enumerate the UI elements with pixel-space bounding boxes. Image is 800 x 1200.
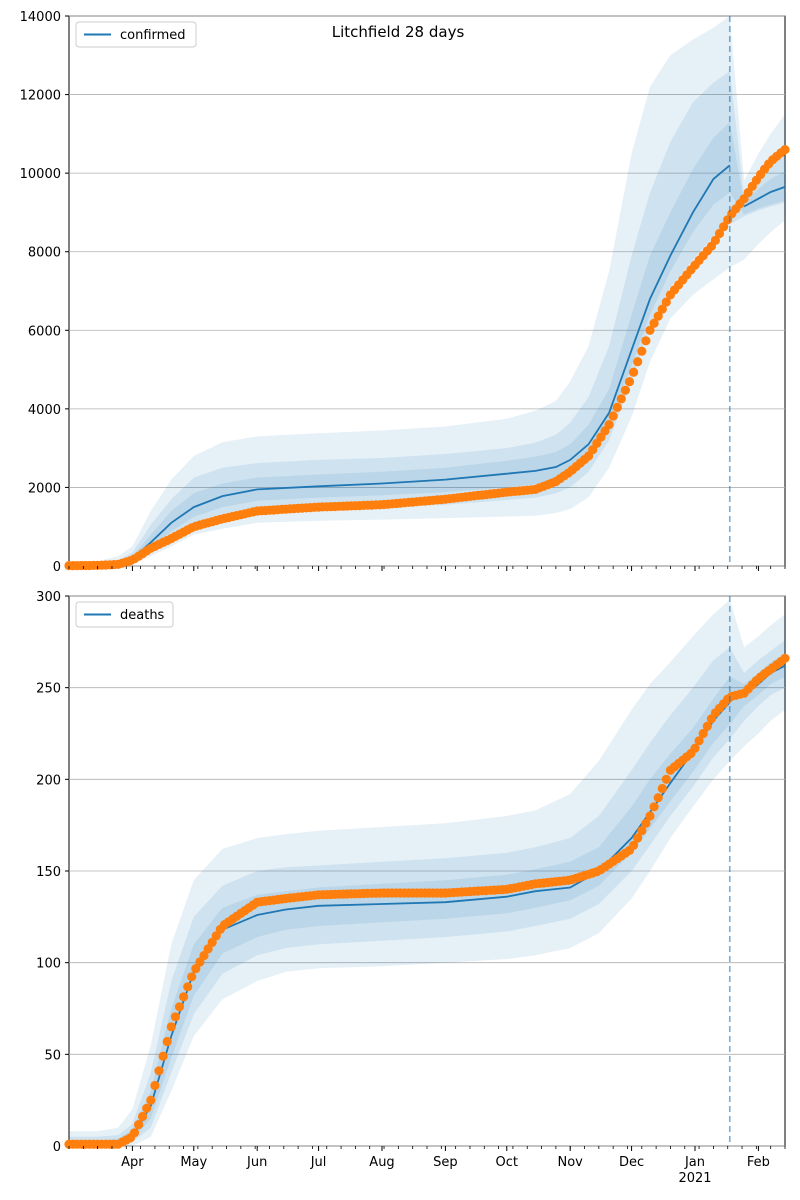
observed-point: [653, 311, 663, 321]
observed-point: [604, 420, 614, 430]
observed-point: [138, 1111, 148, 1122]
y-tick-label: 14000: [20, 10, 61, 25]
observed-point: [661, 297, 671, 307]
legend: [75, 601, 174, 628]
legend-label: deaths: [120, 608, 165, 623]
observed-point: [624, 377, 635, 387]
observed-point: [170, 1012, 180, 1022]
y-tick-label: 150: [36, 865, 61, 880]
confirmed-panel: 0 2000 4000 6000 8000 10000 12000 14000 confirme…: [20, 10, 790, 575]
y-tick-label: 4000: [28, 403, 61, 418]
x-tick-label: Sep: [433, 1155, 458, 1170]
observed-point: [653, 793, 663, 803]
observed-point: [637, 346, 647, 356]
observed-point: [179, 992, 189, 1002]
observed-point: [657, 304, 667, 314]
uncertainty-band-inner: [69, 654, 785, 1146]
y-tick-label: 2000: [28, 481, 61, 496]
observed-point: [616, 394, 626, 404]
observed-point: [633, 357, 643, 367]
observed-point: [134, 1120, 144, 1130]
x-tick-label: Feb: [747, 1155, 770, 1170]
observed-point: [629, 840, 639, 850]
x-tick-label: Nov: [558, 1155, 584, 1170]
y-tick-label: 50: [44, 1048, 61, 1063]
observed-point: [645, 811, 655, 821]
observed-point: [608, 411, 618, 421]
figure-title: Litchfield 28 days: [332, 23, 465, 41]
observed-point: [780, 145, 790, 155]
x-tick-label: Jan: [684, 1155, 705, 1170]
x-tick-label: Oct: [496, 1155, 518, 1170]
observed-point: [629, 367, 639, 377]
observed-point: [661, 774, 671, 784]
observed-point: [710, 235, 721, 245]
observed-point: [158, 1051, 168, 1061]
observed-point: [166, 1022, 176, 1032]
observed-point: [174, 1002, 185, 1012]
observed-point: [637, 826, 647, 836]
y-tick-label: 6000: [28, 324, 61, 339]
x-tick-label: Jun: [246, 1155, 267, 1170]
y-tick-label: 300: [36, 590, 61, 605]
observed-point: [150, 1080, 160, 1091]
uncertainty-band-middle: [69, 71, 785, 566]
y-tick-label: 10000: [20, 167, 61, 182]
legend: [75, 21, 197, 48]
observed-point: [129, 1128, 140, 1138]
observed-point: [694, 736, 704, 746]
observed-point: [641, 818, 651, 828]
uncertainty-band-inner: [69, 122, 785, 566]
observed-point: [690, 743, 700, 753]
y-tick-label: 100: [36, 957, 61, 972]
observed-point: [641, 336, 651, 346]
observed-point: [714, 228, 725, 239]
observed-point: [191, 964, 201, 974]
legend-label: confirmed: [120, 28, 186, 43]
observed-point: [649, 318, 659, 328]
observed-point: [780, 653, 790, 663]
observed-point: [649, 802, 659, 812]
observed-point: [187, 972, 197, 982]
observed-point: [207, 937, 217, 948]
x-tick-label: Aug: [369, 1155, 394, 1170]
x-tick-label: Dec: [619, 1155, 644, 1170]
y-tick-label: 250: [36, 682, 61, 697]
observed-point: [199, 950, 209, 961]
uncertainty-band-outer: [69, 599, 785, 1146]
observed-point: [698, 728, 708, 739]
observed-point: [719, 222, 729, 232]
x-tick-label: Apr: [121, 1155, 144, 1170]
observed-point: [183, 982, 193, 992]
observed-point: [620, 385, 631, 395]
model-line-forecast: [743, 186, 786, 208]
observed-point: [162, 1036, 172, 1047]
observed-point: [702, 721, 712, 731]
observed-point: [657, 783, 667, 794]
observed-point: [645, 325, 655, 335]
x-tick-label: May: [180, 1155, 207, 1170]
y-tick-label: 0: [53, 1140, 61, 1155]
y-tick-label: 12000: [20, 89, 61, 104]
observed-point: [633, 833, 643, 843]
x-year-label: 2021: [678, 1171, 711, 1186]
y-tick-label: 8000: [28, 246, 61, 261]
observed-point: [612, 402, 622, 412]
deaths-panel: 0 50 100 150 200 250 300 Apr May Jun Jul Aug Sep Oct N…: [36, 590, 790, 1186]
observed-point: [146, 1095, 156, 1105]
y-tick-label: 200: [36, 773, 61, 788]
x-tick-label: Jul: [310, 1155, 327, 1170]
observed-point: [142, 1103, 152, 1113]
observed-point: [154, 1066, 164, 1076]
y-tick-label: 0: [53, 560, 61, 575]
